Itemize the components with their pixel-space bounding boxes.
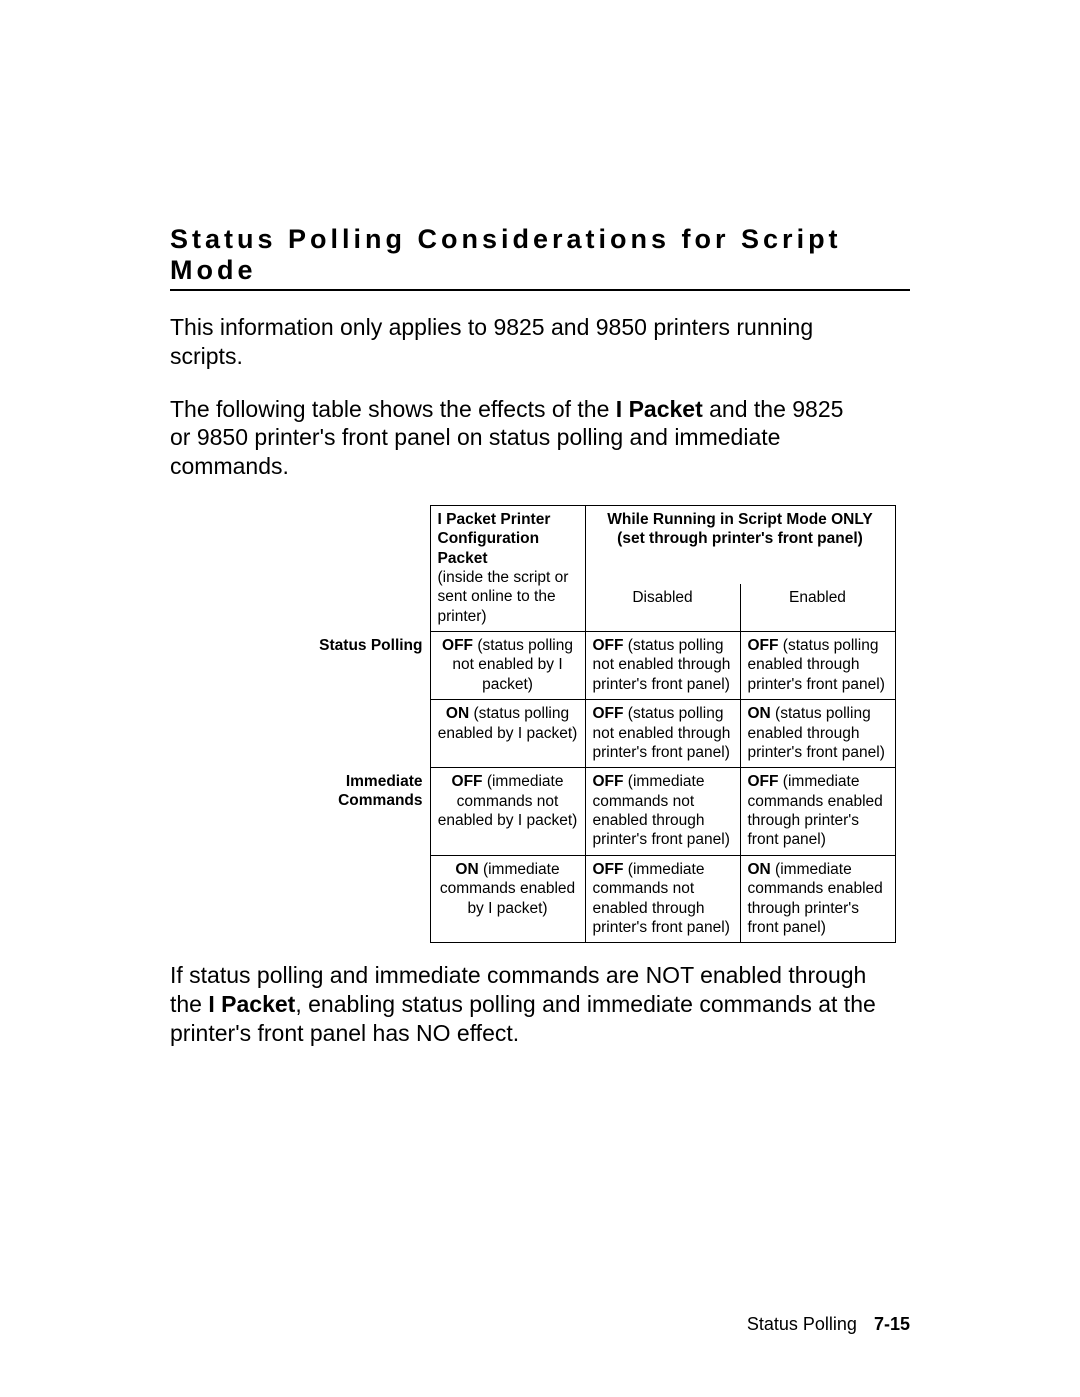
table-header-row-2: Disabled Enabled <box>300 584 895 631</box>
cell: OFF (immediate commands not enabled by I… <box>430 768 585 856</box>
cell-state: ON <box>748 705 771 722</box>
enabled-header: Enabled <box>740 584 895 631</box>
cell-state: OFF <box>748 773 779 790</box>
config-header-bold: I Packet Printer Configuration Packet <box>438 511 551 567</box>
status-table: I Packet Printer Configuration Packet (i… <box>300 505 896 944</box>
cell: ON (immediate commands enabled by I pack… <box>430 855 585 943</box>
status-table-wrap: I Packet Printer Configuration Packet (i… <box>300 505 910 944</box>
cell-state: ON <box>455 861 478 878</box>
table-row: Status Polling OFF (status polling not e… <box>300 632 895 700</box>
cell: ON (immediate commands enabled through p… <box>740 855 895 943</box>
cell-state: OFF <box>452 773 483 790</box>
page-footer: Status Polling 7-15 <box>747 1314 910 1335</box>
config-header: I Packet Printer Configuration Packet (i… <box>430 505 585 631</box>
table-row: Immediate Commands OFF (immediate comman… <box>300 768 895 856</box>
disabled-header: Disabled <box>585 584 740 631</box>
blank-cell <box>300 584 430 631</box>
script-mode-header: While Running in Script Mode ONLY (set t… <box>585 505 895 584</box>
document-page: Status Polling Considerations for Script… <box>0 0 1080 1397</box>
cell-state: ON <box>748 861 771 878</box>
cell: OFF (immediate commands not enabled thro… <box>585 768 740 856</box>
cell: OFF (status polling enabled through prin… <box>740 632 895 700</box>
cell: OFF (status polling not enabled through … <box>585 700 740 768</box>
intro2-pre: The following table shows the effects of… <box>170 396 616 422</box>
cell-state: OFF <box>593 705 624 722</box>
intro2-bold: I Packet <box>616 396 703 422</box>
after-paragraph: If status polling and immediate commands… <box>170 961 890 1047</box>
blank-cell <box>300 505 430 584</box>
cell-state: OFF <box>748 637 779 654</box>
cell: OFF (immediate commands enabled through … <box>740 768 895 856</box>
cell: ON (status polling enabled through print… <box>740 700 895 768</box>
cell: OFF (status polling not enabled through … <box>585 632 740 700</box>
footer-section-label: Status Polling <box>747 1314 857 1334</box>
footer-page-number: 7-15 <box>874 1314 910 1334</box>
table-row: ON (status polling enabled by I packet) … <box>300 700 895 768</box>
config-header-plain: (inside the script or sent online to the… <box>438 569 569 625</box>
cell-state: ON <box>446 705 469 722</box>
row-label-immediate-commands: Immediate Commands <box>300 768 430 856</box>
table-row: ON (immediate commands enabled by I pack… <box>300 855 895 943</box>
script-line2: (set through printer's front panel) <box>617 530 863 547</box>
cell: OFF (status polling not enabled by I pac… <box>430 632 585 700</box>
script-line1: While Running in Script Mode ONLY <box>607 511 873 528</box>
cell-state: OFF <box>593 861 624 878</box>
table-header-row-1: I Packet Printer Configuration Packet (i… <box>300 505 895 584</box>
cell: OFF (immediate commands not enabled thro… <box>585 855 740 943</box>
intro-paragraph-2: The following table shows the effects of… <box>170 395 870 481</box>
blank-cell <box>300 700 430 768</box>
row-label-status-polling: Status Polling <box>300 632 430 700</box>
after-bold: I Packet <box>208 991 295 1017</box>
cell-state: OFF <box>593 637 624 654</box>
cell-state: OFF <box>442 637 473 654</box>
intro-paragraph-1: This information only applies to 9825 an… <box>170 313 870 371</box>
section-title: Status Polling Considerations for Script… <box>170 224 910 291</box>
blank-cell <box>300 855 430 943</box>
cell: ON (status polling enabled by I packet) <box>430 700 585 768</box>
cell-state: OFF <box>593 773 624 790</box>
